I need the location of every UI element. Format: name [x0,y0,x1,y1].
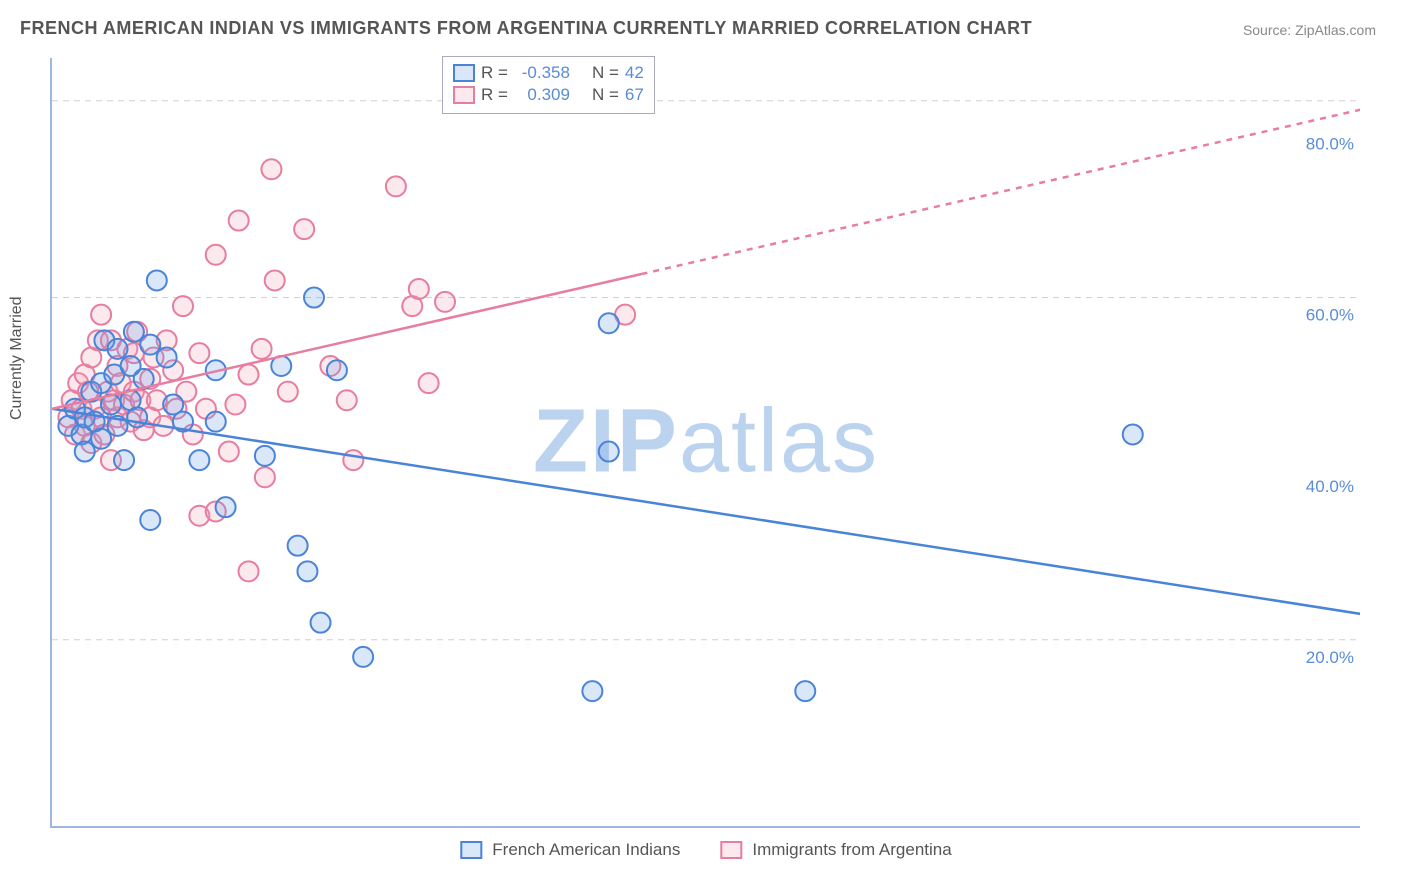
legend-swatch [460,841,482,859]
correlation-legend: R = -0.358 N = 42 R = 0.309 N = 67 [442,56,655,114]
legend-r-value: 0.309 [514,85,570,105]
legend-swatch [453,64,475,82]
legend-row: R = -0.358 N = 42 [453,63,644,83]
legend-r-label: R = [481,85,508,105]
legend-n-value: 67 [625,85,644,105]
svg-text:80.0%: 80.0% [1306,135,1354,154]
source-label: Source: ZipAtlas.com [1243,22,1376,38]
svg-text:60.0%: 60.0% [1306,306,1354,325]
legend-r-value: -0.358 [514,63,570,83]
legend-swatch [453,86,475,104]
y-axis-label: Currently Married [8,296,26,420]
series-legend: French American Indians Immigrants from A… [460,840,951,860]
legend-n-label: N = [592,85,619,105]
scatter-plot: 20.0%40.0%60.0%80.0%0.0%40.0% [52,58,1360,826]
svg-text:20.0%: 20.0% [1306,648,1354,667]
chart-title: FRENCH AMERICAN INDIAN VS IMMIGRANTS FRO… [20,18,1032,39]
legend-row: R = 0.309 N = 67 [453,85,644,105]
legend-r-label: R = [481,63,508,83]
legend-swatch [720,841,742,859]
legend-n-value: 42 [625,63,644,83]
chart-area: ZIPatlas 20.0%40.0%60.0%80.0%0.0%40.0% R… [50,58,1360,828]
series-legend-item: French American Indians [460,840,680,860]
legend-n-label: N = [592,63,619,83]
series-legend-label: French American Indians [492,840,680,860]
series-legend-label: Immigrants from Argentina [752,840,951,860]
svg-text:40.0%: 40.0% [1306,477,1354,496]
series-legend-item: Immigrants from Argentina [720,840,951,860]
